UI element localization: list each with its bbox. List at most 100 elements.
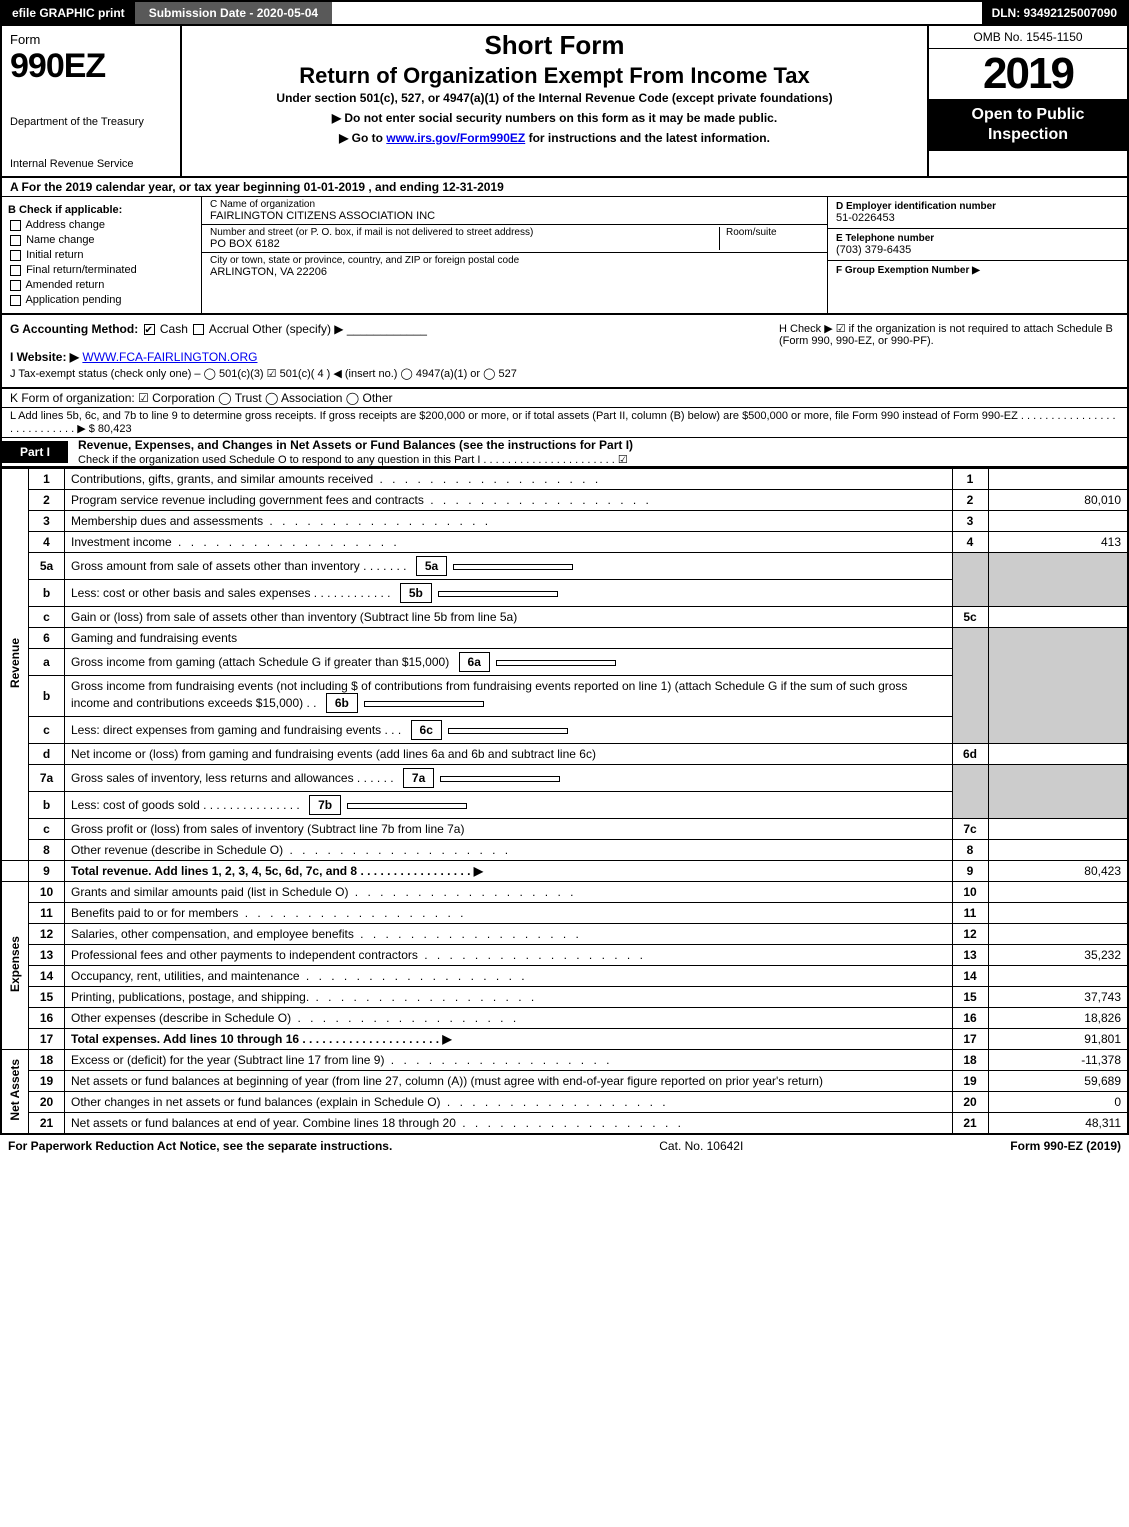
l19-amt: 59,689 bbox=[988, 1071, 1128, 1092]
c-city-label: City or town, state or province, country… bbox=[210, 255, 819, 266]
org-name: FAIRLINGTON CITIZENS ASSOCIATION INC bbox=[210, 210, 819, 222]
l11-desc: Benefits paid to or for members bbox=[65, 903, 953, 924]
lines-table: Revenue 1 Contributions, gifts, grants, … bbox=[0, 468, 1129, 1135]
form-header: Form 990EZ Department of the Treasury In… bbox=[0, 26, 1129, 178]
box-b-title: B Check if applicable: bbox=[8, 204, 195, 216]
goto-pre: ▶ Go to bbox=[339, 131, 386, 145]
line-j: J Tax-exempt status (check only one) – ◯… bbox=[10, 367, 1119, 380]
l20-amt: 0 bbox=[988, 1092, 1128, 1113]
l12-desc: Salaries, other compensation, and employ… bbox=[65, 924, 953, 945]
org-city: ARLINGTON, VA 22206 bbox=[210, 266, 819, 278]
dln-label: DLN: 93492125007090 bbox=[982, 2, 1127, 24]
b-pending[interactable]: Application pending bbox=[8, 294, 195, 306]
l5c-amt bbox=[988, 607, 1128, 628]
ssn-warning: ▶ Do not enter social security numbers o… bbox=[192, 111, 917, 125]
l12-amt bbox=[988, 924, 1128, 945]
short-form-title: Short Form bbox=[192, 30, 917, 61]
goto-post: for instructions and the latest informat… bbox=[529, 131, 770, 145]
footer-catno: Cat. No. 10642I bbox=[392, 1139, 1010, 1153]
g-accrual-check[interactable] bbox=[193, 324, 204, 335]
l1-amt bbox=[988, 469, 1128, 490]
l7a-desc: Gross sales of inventory, less returns a… bbox=[65, 765, 953, 792]
l19-desc: Net assets or fund balances at beginning… bbox=[65, 1071, 953, 1092]
l1-desc: Contributions, gifts, grants, and simila… bbox=[65, 469, 953, 490]
submission-date: Submission Date - 2020-05-04 bbox=[135, 2, 332, 24]
org-street: PO BOX 6182 bbox=[210, 238, 719, 250]
l14-amt bbox=[988, 966, 1128, 987]
l7c-amt bbox=[988, 819, 1128, 840]
header-left: Form 990EZ Department of the Treasury In… bbox=[2, 26, 182, 176]
l6c-desc: Less: direct expenses from gaming and fu… bbox=[65, 717, 953, 744]
line-h: H Check ▶ ☑ if the organization is not r… bbox=[779, 322, 1119, 347]
c-name-label: C Name of organization bbox=[210, 199, 819, 210]
tax-year: 2019 bbox=[929, 49, 1127, 99]
line-i: I Website: ▶ WWW.FCA-FAIRLINGTON.ORG bbox=[10, 350, 1119, 364]
b-final[interactable]: Final return/terminated bbox=[8, 264, 195, 276]
l3-desc: Membership dues and assessments bbox=[65, 511, 953, 532]
open-public: Open to Public Inspection bbox=[929, 99, 1127, 151]
goto-line: ▶ Go to www.irs.gov/Form990EZ for instru… bbox=[192, 131, 917, 145]
l16-amt: 18,826 bbox=[988, 1008, 1128, 1029]
d-label: D Employer identification number bbox=[836, 201, 1119, 212]
l15-desc: Printing, publications, postage, and shi… bbox=[65, 987, 953, 1008]
l9-desc: Total revenue. Add lines 1, 2, 3, 4, 5c,… bbox=[65, 861, 953, 882]
form-word: Form bbox=[10, 32, 172, 47]
l10-amt bbox=[988, 882, 1128, 903]
revenue-label: Revenue bbox=[1, 469, 29, 861]
box-def: D Employer identification number 51-0226… bbox=[827, 197, 1127, 313]
l4-desc: Investment income bbox=[65, 532, 953, 553]
l17-desc: Total expenses. Add lines 10 through 16 … bbox=[65, 1029, 953, 1050]
l21-amt: 48,311 bbox=[988, 1113, 1128, 1135]
l20-desc: Other changes in net assets or fund bala… bbox=[65, 1092, 953, 1113]
part1-header: Part I Revenue, Expenses, and Changes in… bbox=[0, 438, 1129, 468]
b-amended[interactable]: Amended return bbox=[8, 279, 195, 291]
part1-title: Revenue, Expenses, and Changes in Net As… bbox=[68, 438, 1127, 466]
irs-link[interactable]: www.irs.gov/Form990EZ bbox=[386, 131, 525, 145]
line-l: L Add lines 5b, 6c, and 7b to line 9 to … bbox=[0, 408, 1129, 438]
l6-desc: Gaming and fundraising events bbox=[65, 628, 953, 649]
l18-desc: Excess or (deficit) for the year (Subtra… bbox=[65, 1050, 953, 1071]
l13-amt: 35,232 bbox=[988, 945, 1128, 966]
b-name[interactable]: Name change bbox=[8, 234, 195, 246]
l13-desc: Professional fees and other payments to … bbox=[65, 945, 953, 966]
footer-formref: Form 990-EZ (2019) bbox=[1010, 1139, 1121, 1153]
line-g: G Accounting Method: Cash Accrual Other … bbox=[10, 322, 779, 347]
part1-tab: Part I bbox=[2, 441, 68, 463]
footer-left: For Paperwork Reduction Act Notice, see … bbox=[8, 1139, 392, 1153]
b-address[interactable]: Address change bbox=[8, 219, 195, 231]
box-b: B Check if applicable: Address change Na… bbox=[2, 197, 202, 313]
e-label: E Telephone number bbox=[836, 233, 1119, 244]
l4-amt: 413 bbox=[988, 532, 1128, 553]
l17-amt: 91,801 bbox=[988, 1029, 1128, 1050]
expenses-label: Expenses bbox=[1, 882, 29, 1050]
l6d-amt bbox=[988, 744, 1128, 765]
return-title: Return of Organization Exempt From Incom… bbox=[192, 63, 917, 89]
f-label: F Group Exemption Number ▶ bbox=[836, 265, 1119, 276]
meta-block: G Accounting Method: Cash Accrual Other … bbox=[0, 315, 1129, 389]
l2-desc: Program service revenue including govern… bbox=[65, 490, 953, 511]
b-initial[interactable]: Initial return bbox=[8, 249, 195, 261]
under-section: Under section 501(c), 527, or 4947(a)(1)… bbox=[192, 91, 917, 105]
line-k: K Form of organization: ☑ Corporation ◯ … bbox=[0, 389, 1129, 408]
l7b-desc: Less: cost of goods sold . . . . . . . .… bbox=[65, 792, 953, 819]
l10-desc: Grants and similar amounts paid (list in… bbox=[65, 882, 953, 903]
l5b-desc: Less: cost or other basis and sales expe… bbox=[65, 580, 953, 607]
l21-desc: Net assets or fund balances at end of ye… bbox=[65, 1113, 953, 1135]
phone-value: (703) 379-6435 bbox=[836, 244, 1119, 256]
entity-info: B Check if applicable: Address change Na… bbox=[0, 197, 1129, 315]
efile-label[interactable]: efile GRAPHIC print bbox=[2, 2, 135, 24]
g-cash-check[interactable] bbox=[144, 324, 155, 335]
l9-amt: 80,423 bbox=[988, 861, 1128, 882]
l18-amt: -11,378 bbox=[988, 1050, 1128, 1071]
l6b-desc: Gross income from fundraising events (no… bbox=[65, 676, 953, 717]
website-link[interactable]: WWW.FCA-FAIRLINGTON.ORG bbox=[82, 350, 257, 364]
netassets-label: Net Assets bbox=[1, 1050, 29, 1135]
l6d-desc: Net income or (loss) from gaming and fun… bbox=[65, 744, 953, 765]
l14-desc: Occupancy, rent, utilities, and maintena… bbox=[65, 966, 953, 987]
l8-desc: Other revenue (describe in Schedule O) bbox=[65, 840, 953, 861]
header-right: OMB No. 1545-1150 2019 Open to Public In… bbox=[927, 26, 1127, 176]
irs-label: Internal Revenue Service bbox=[10, 158, 172, 170]
l3-amt bbox=[988, 511, 1128, 532]
l6a-desc: Gross income from gaming (attach Schedul… bbox=[65, 649, 953, 676]
header-mid: Short Form Return of Organization Exempt… bbox=[182, 26, 927, 176]
